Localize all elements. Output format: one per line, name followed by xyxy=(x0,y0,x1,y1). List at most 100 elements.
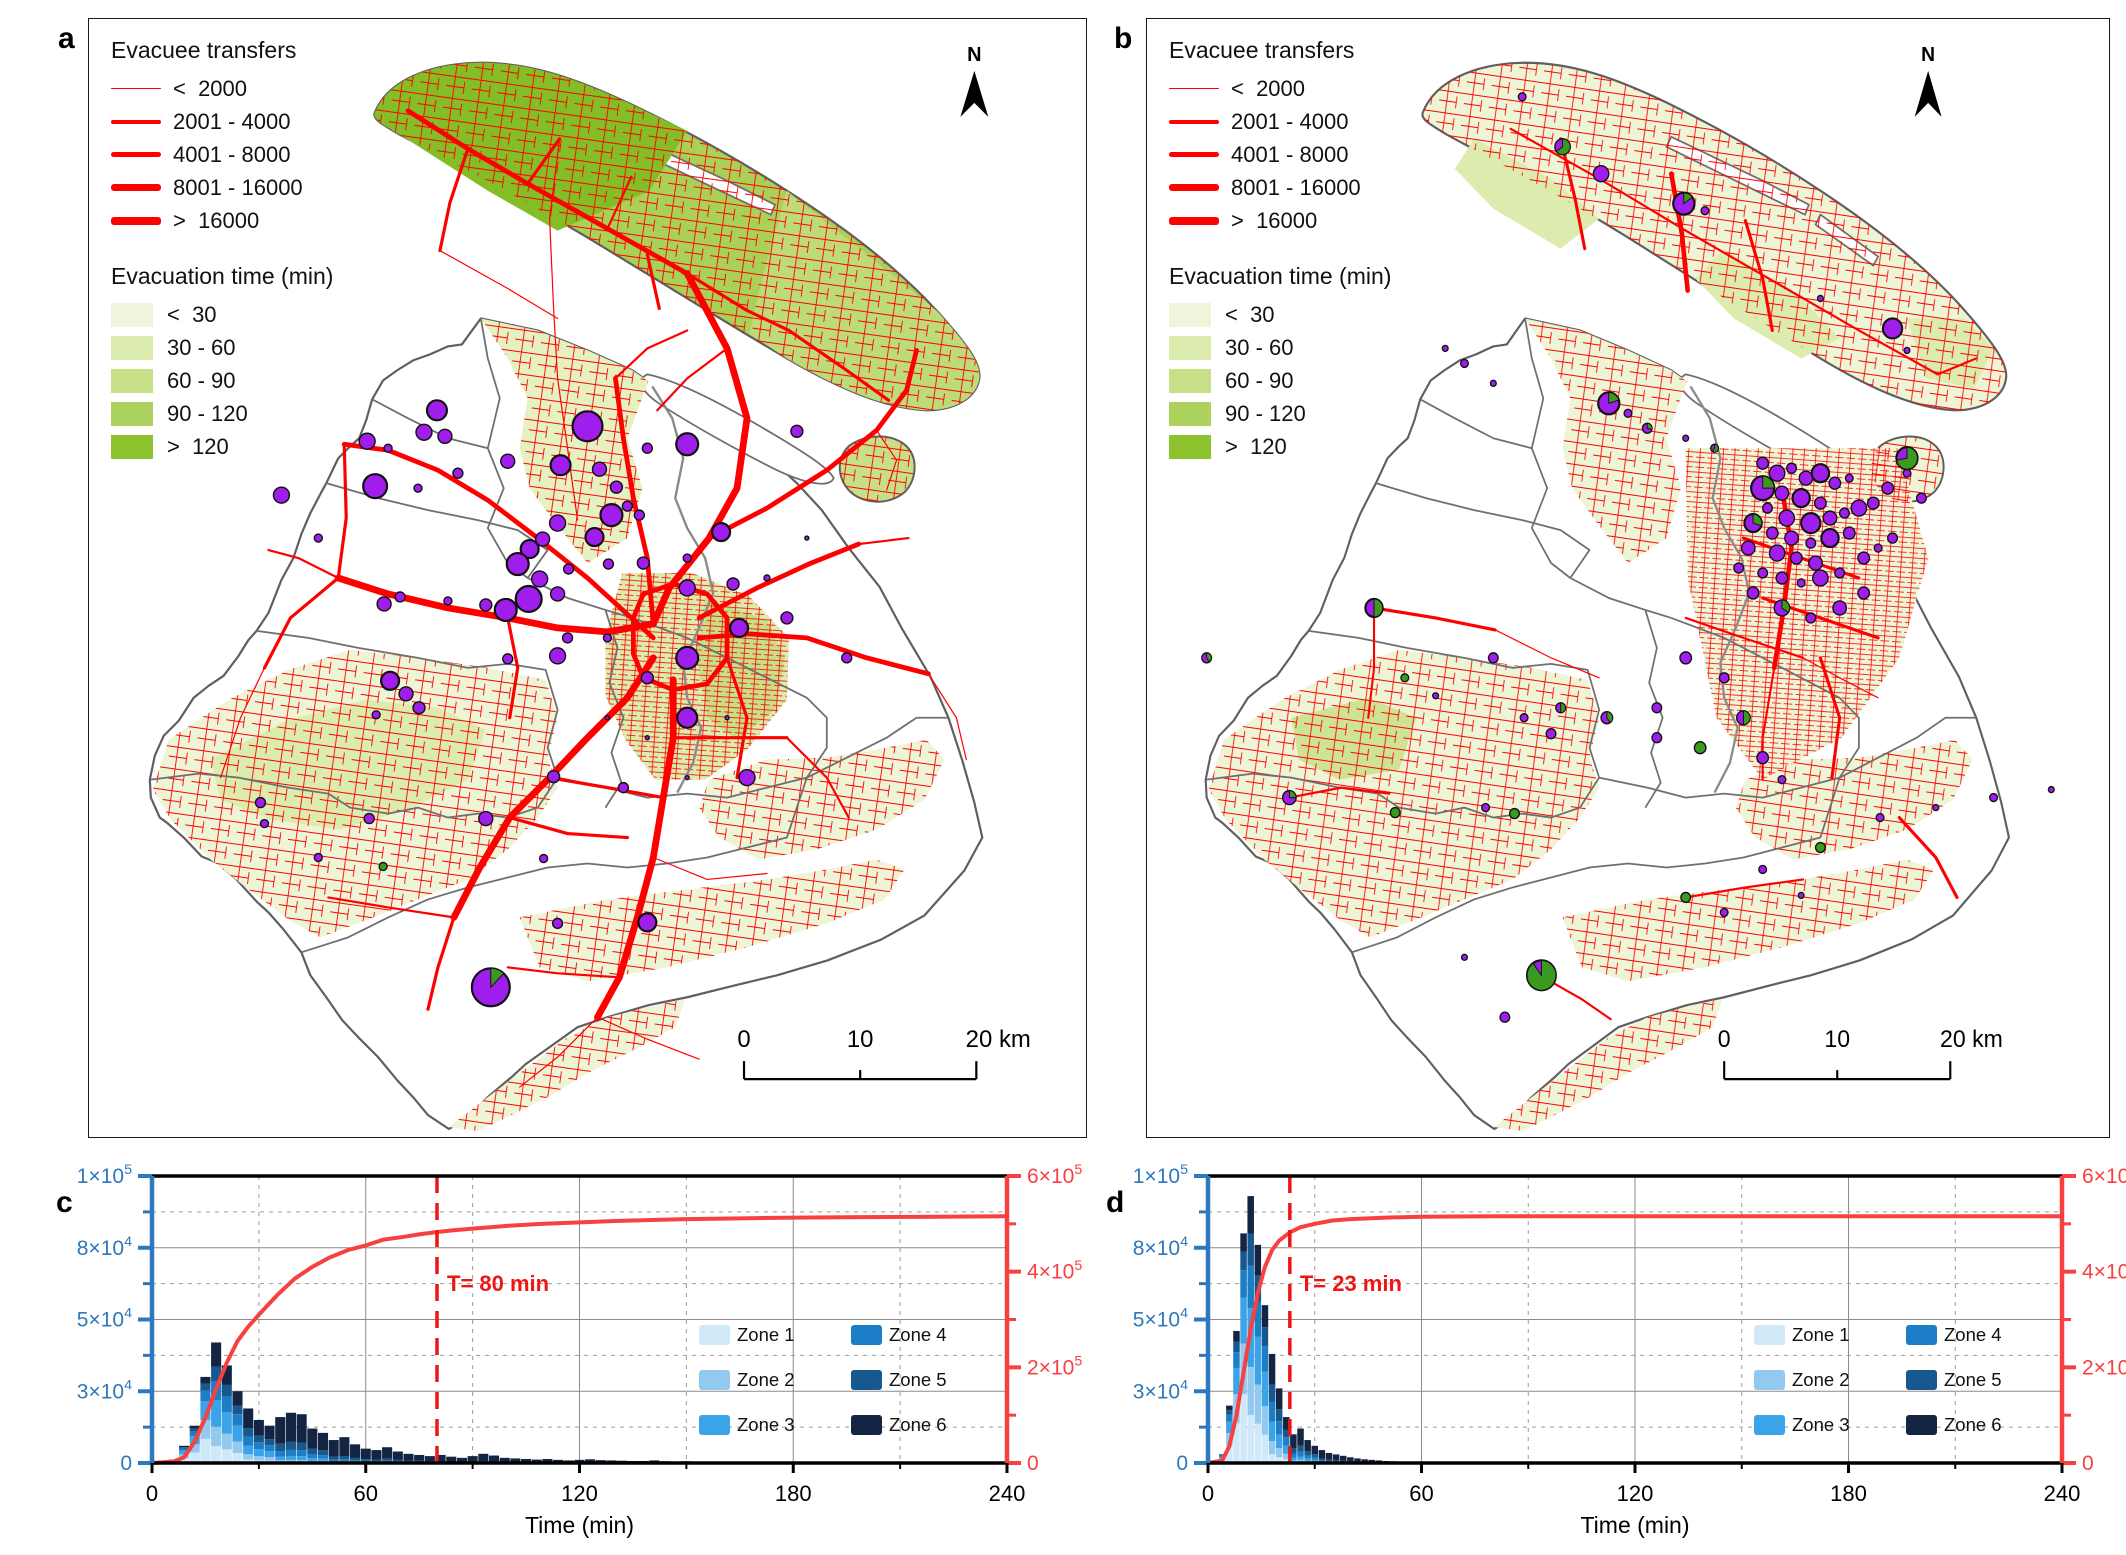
time-class-row: > 120 xyxy=(111,430,333,463)
green-swatch-icon xyxy=(111,302,153,327)
red-line-icon xyxy=(111,216,161,225)
svg-text:0: 0 xyxy=(1176,1452,1188,1475)
svg-text:Zone 1: Zone 1 xyxy=(1792,1324,1850,1345)
transfers-line-sample xyxy=(111,119,161,124)
time-class-label: 30 - 60 xyxy=(1225,334,1294,360)
svg-text:2×105: 2×105 xyxy=(2082,1354,2126,1380)
svg-text:0: 0 xyxy=(146,1481,158,1506)
svg-text:180: 180 xyxy=(1830,1481,1867,1506)
transfers-class-row: 2001 - 4000 xyxy=(111,105,333,138)
svg-text:Zone 4: Zone 4 xyxy=(1944,1324,2002,1345)
panel-c-label: c xyxy=(56,1186,73,1219)
time-legend-rows: < 30 30 - 60 60 - 90 90 - 120 > 120 xyxy=(1169,298,1391,463)
transfers-class-label: 2001 - 4000 xyxy=(1231,108,1349,134)
zone-legend: Zone 1 Zone 2 Zone 3 Zone 4 Zone 5 Zone 6 xyxy=(699,1324,947,1435)
scale-bar: 0 10 20 km xyxy=(1718,1026,2003,1081)
transfers-class-row: > 16000 xyxy=(111,204,333,237)
svg-text:10: 10 xyxy=(847,1026,874,1053)
transfers-class-row: < 2000 xyxy=(111,72,333,105)
svg-text:0: 0 xyxy=(737,1026,750,1053)
svg-text:8×104: 8×104 xyxy=(1133,1234,1188,1260)
time-class-label: < 30 xyxy=(1225,301,1275,327)
red-line-icon xyxy=(111,152,161,157)
chart-c: T= 80 min 0 3×104 5×104 8×104 1×105 0 2×105 4×10… xyxy=(77,1162,1083,1538)
red-line-icon xyxy=(111,87,161,90)
green-swatch-icon xyxy=(1169,434,1211,459)
time-class-label: 90 - 120 xyxy=(167,400,248,426)
svg-text:60: 60 xyxy=(1409,1481,1433,1506)
time-legend-title: Evacuation time (min) xyxy=(111,263,334,289)
svg-text:60: 60 xyxy=(354,1481,378,1506)
time-class-row: 30 - 60 xyxy=(111,331,333,364)
green-swatch-icon xyxy=(111,335,153,360)
red-line-icon xyxy=(1169,152,1219,157)
transfers-line-sample xyxy=(1169,152,1219,157)
shelter-sites-layer xyxy=(254,399,853,1008)
svg-text:6×105: 6×105 xyxy=(1027,1162,1082,1188)
north-arrow-icon: N xyxy=(1914,44,1942,117)
svg-text:0: 0 xyxy=(120,1452,132,1475)
time-class-label: 90 - 120 xyxy=(1225,400,1306,426)
transfers-legend-title: Evacuee transfers xyxy=(1169,37,1355,63)
time-class-row: < 30 xyxy=(111,298,333,331)
transfers-line-sample xyxy=(111,152,161,157)
transfers-line-sample xyxy=(111,87,161,90)
svg-text:Zone 5: Zone 5 xyxy=(1944,1369,2002,1390)
red-line-icon xyxy=(1169,119,1219,124)
transfers-class-row: 4001 - 8000 xyxy=(1169,138,1391,171)
x-axis-title: Time (min) xyxy=(1580,1512,1689,1538)
transfers-class-label: 2001 - 4000 xyxy=(173,108,291,134)
svg-text:180: 180 xyxy=(775,1481,812,1506)
svg-text:Zone 6: Zone 6 xyxy=(889,1414,947,1435)
transfers-class-row: 8001 - 16000 xyxy=(1169,171,1391,204)
green-swatch-icon xyxy=(1169,335,1211,360)
transfers-class-row: 2001 - 4000 xyxy=(1169,105,1391,138)
svg-text:Zone 2: Zone 2 xyxy=(737,1369,795,1390)
time-class-row: 90 - 120 xyxy=(1169,397,1391,430)
transfers-line-sample xyxy=(1169,216,1219,225)
transfers-class-label: 8001 - 16000 xyxy=(173,174,303,200)
svg-text:Zone 5: Zone 5 xyxy=(889,1369,947,1390)
green-swatch-icon xyxy=(1169,401,1211,426)
svg-text:240: 240 xyxy=(2044,1481,2081,1506)
svg-text:1×105: 1×105 xyxy=(77,1162,132,1188)
svg-text:N: N xyxy=(967,44,981,66)
map-b-legend: Evacuee transfers < 2000 2001 - 4000 4001 … xyxy=(1169,31,1391,463)
cumulative-evacuees-line xyxy=(150,1214,1009,1465)
svg-text:4×105: 4×105 xyxy=(1027,1258,1082,1284)
svg-text:3×104: 3×104 xyxy=(77,1377,132,1403)
transfers-legend-title: Evacuee transfers xyxy=(111,37,297,63)
north-arrow-icon: N xyxy=(960,44,989,117)
transfers-legend-rows: < 2000 2001 - 4000 4001 - 8000 8001 - 16000… xyxy=(1169,72,1391,237)
x-axis-title: Time (min) xyxy=(525,1512,634,1538)
transfers-line-sample xyxy=(1169,184,1219,191)
svg-text:8×104: 8×104 xyxy=(77,1234,132,1260)
svg-text:6×105: 6×105 xyxy=(2082,1162,2126,1188)
transfers-class-label: 4001 - 8000 xyxy=(1231,141,1349,167)
time-class-label: > 120 xyxy=(167,433,229,459)
time-class-label: 60 - 90 xyxy=(167,367,236,393)
transfers-line-sample xyxy=(111,184,161,191)
svg-text:20 km: 20 km xyxy=(966,1026,1031,1053)
svg-text:0: 0 xyxy=(1027,1452,1039,1475)
svg-text:Zone 2: Zone 2 xyxy=(1792,1369,1850,1390)
grid-layer xyxy=(1208,1176,2062,1463)
svg-text:Zone 1: Zone 1 xyxy=(737,1324,795,1345)
transfers-class-label: 4001 - 8000 xyxy=(173,141,291,167)
transfers-class-label: > 16000 xyxy=(1231,207,1318,233)
zone-legend: Zone 1 Zone 2 Zone 3 Zone 4 Zone 5 Zone 6 xyxy=(1754,1324,2002,1435)
svg-text:1×105: 1×105 xyxy=(1133,1162,1188,1188)
svg-text:0: 0 xyxy=(1202,1481,1214,1506)
transfers-legend-rows: < 2000 2001 - 4000 4001 - 8000 8001 - 16000… xyxy=(111,72,333,237)
clearance-time-label: T= 80 min xyxy=(447,1271,549,1296)
green-swatch-icon xyxy=(111,401,153,426)
svg-text:2×105: 2×105 xyxy=(1027,1354,1082,1380)
time-class-row: < 30 xyxy=(1169,298,1391,331)
scale-bar: 0 10 20 km xyxy=(737,1026,1031,1081)
map-a-canvas: N 0 10 20 km xyxy=(148,44,1031,1132)
transfers-class-row: < 2000 xyxy=(1169,72,1391,105)
chart-d: T= 23 min 0 3×104 5×104 8×104 1×105 0 2×105 4×10… xyxy=(1133,1162,2126,1538)
svg-text:4×105: 4×105 xyxy=(2082,1258,2126,1284)
map-a-legend: Evacuee transfers < 2000 2001 - 4000 4001 … xyxy=(111,31,333,463)
transfers-class-row: 4001 - 8000 xyxy=(111,138,333,171)
